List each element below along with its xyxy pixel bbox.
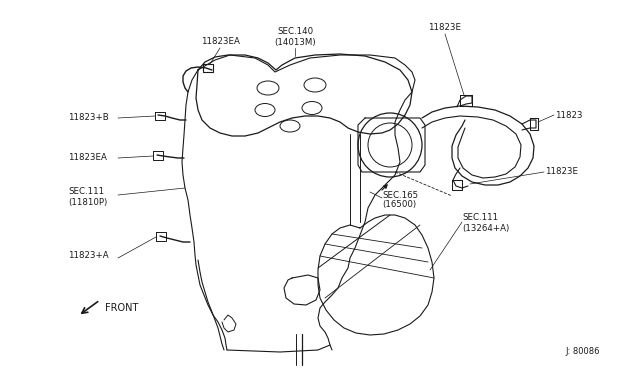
Text: SEC.140: SEC.140 [277,28,313,36]
Text: (13264+A): (13264+A) [462,224,509,232]
Text: 11823+A: 11823+A [68,250,109,260]
Text: 11823: 11823 [555,110,582,119]
Text: 11823E: 11823E [545,167,578,176]
Text: SEC.111: SEC.111 [462,214,498,222]
Text: 11823E: 11823E [429,23,461,32]
Text: 11823EA: 11823EA [68,154,107,163]
Text: SEC.165: SEC.165 [382,190,418,199]
Text: (11810P): (11810P) [68,198,108,206]
Text: 11823EA: 11823EA [200,38,239,46]
Text: SEC.111: SEC.111 [68,187,104,196]
Text: (14013M): (14013M) [274,38,316,46]
Text: FRONT: FRONT [105,303,138,313]
Text: 11823+B: 11823+B [68,113,109,122]
Text: J: 80086: J: 80086 [565,347,600,356]
Text: (16500): (16500) [382,201,416,209]
